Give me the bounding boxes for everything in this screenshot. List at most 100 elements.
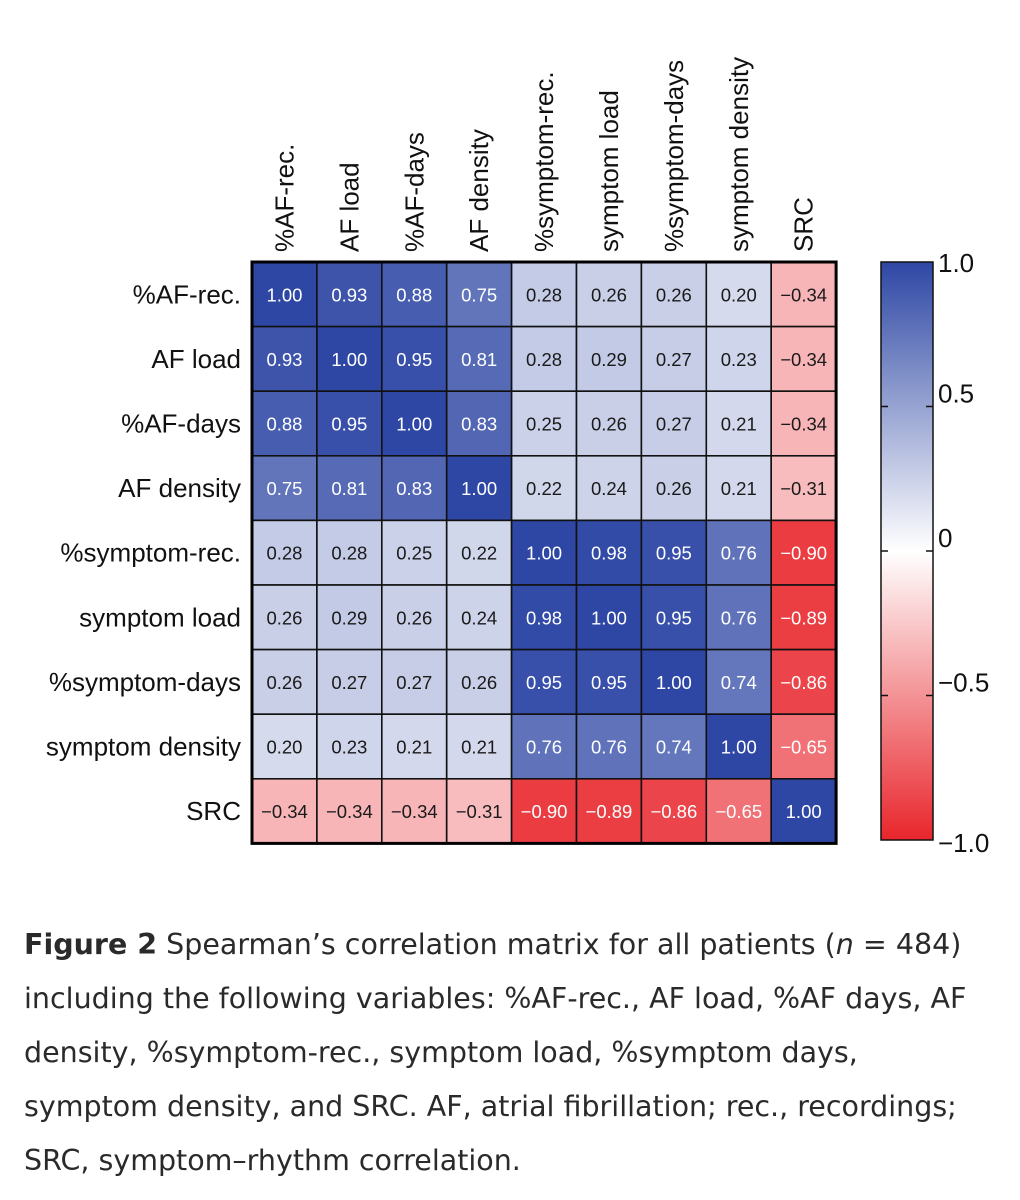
column-label: SRC bbox=[789, 197, 819, 252]
figure-caption: Figure 2 Spearman’s correlation matrix f… bbox=[24, 918, 999, 1188]
cell-value-label: 0.95 bbox=[331, 414, 367, 435]
cell-value-label: 0.25 bbox=[396, 543, 432, 564]
cell-value-label: 0.21 bbox=[721, 478, 757, 499]
cell-value-label: 0.23 bbox=[331, 737, 367, 758]
cell-value-label: 0.81 bbox=[461, 349, 497, 370]
caption-text-before-n: Spearman’s correlation matrix for all pa… bbox=[157, 928, 836, 961]
heatmap-cell bbox=[770, 454, 837, 522]
cell-value-label: 0.29 bbox=[591, 349, 627, 370]
heatmap-cell bbox=[705, 584, 772, 651]
cell-value-label: 0.88 bbox=[396, 284, 432, 305]
cell-value-label: 0.27 bbox=[656, 349, 692, 370]
cell-value-label: 0.20 bbox=[721, 284, 757, 305]
heatmap-cell bbox=[251, 648, 318, 715]
cell-value-label: 0.26 bbox=[656, 284, 692, 305]
heatmap-cell bbox=[510, 777, 578, 845]
cell-value-label: 0.21 bbox=[396, 737, 432, 758]
row-label: %symptom-rec. bbox=[60, 538, 241, 568]
cell-value-label: 1.00 bbox=[721, 737, 757, 758]
row-label: %AF-rec. bbox=[133, 279, 241, 309]
column-label: %AF-rec. bbox=[269, 144, 299, 252]
cell-value-label: 0.83 bbox=[396, 478, 432, 499]
heatmap-cell bbox=[251, 325, 318, 393]
cell-value-label: 0.76 bbox=[526, 737, 562, 758]
cell-value-label: 1.00 bbox=[396, 414, 432, 435]
heatmap-cell bbox=[316, 454, 383, 522]
cell-value-label: 0.93 bbox=[266, 349, 302, 370]
cell-value-label: 0.21 bbox=[461, 737, 497, 758]
heatmap-cell bbox=[640, 713, 708, 780]
colorbar-tick-label: 1.0 bbox=[938, 248, 974, 278]
cell-value-label: −0.86 bbox=[650, 801, 697, 822]
cell-value-label: 0.28 bbox=[266, 543, 302, 564]
cell-value-label: −0.34 bbox=[780, 284, 827, 305]
caption-n-symbol: n bbox=[835, 928, 854, 961]
heatmap-cell bbox=[575, 713, 643, 780]
heatmap-cell bbox=[770, 325, 837, 393]
cell-value-label: 1.00 bbox=[266, 284, 302, 305]
cell-value-label: 0.26 bbox=[591, 284, 627, 305]
heatmap-cell bbox=[445, 519, 513, 586]
heatmap-cells: 1.00 0.93 0.88 0.75 0.28 0.26 0.26 0.20 −0.34 0.9… bbox=[250, 260, 838, 845]
column-label: %AF-days bbox=[399, 132, 429, 252]
cell-value-label: 0.95 bbox=[656, 543, 692, 564]
heatmap-cell bbox=[575, 261, 643, 328]
cell-value-label: 0.29 bbox=[331, 607, 367, 628]
row-label: SRC bbox=[186, 796, 241, 826]
heatmap-cell bbox=[316, 584, 383, 651]
heatmap-cell bbox=[316, 777, 383, 845]
cell-value-label: 1.00 bbox=[461, 478, 497, 499]
column-label: %symptom-days bbox=[659, 60, 689, 252]
cell-value-label: 0.88 bbox=[266, 414, 302, 435]
cell-value-label: 1.00 bbox=[591, 607, 627, 628]
cell-value-label: 1.00 bbox=[656, 672, 692, 693]
heatmap-cell bbox=[770, 584, 837, 651]
heatmap-cell bbox=[251, 777, 318, 845]
cell-value-label: −0.90 bbox=[780, 543, 827, 564]
cell-value-label: 0.76 bbox=[721, 543, 757, 564]
cell-value-label: 1.00 bbox=[526, 543, 562, 564]
cell-value-label: 0.83 bbox=[461, 414, 497, 435]
cell-value-label: 0.26 bbox=[461, 672, 497, 693]
cell-value-label: −0.65 bbox=[780, 737, 827, 758]
heatmap-cell bbox=[316, 648, 383, 715]
cell-value-label: 0.28 bbox=[331, 543, 367, 564]
caption-text-after-n: = 484) including the following variables… bbox=[24, 928, 967, 1177]
cell-value-label: −0.65 bbox=[715, 801, 762, 822]
heatmap-cell bbox=[445, 390, 513, 457]
correlation-heatmap: 1.00 0.93 0.88 0.75 0.28 0.26 0.26 0.20 −0.340.9… bbox=[46, 57, 989, 858]
cell-value-label: 1.00 bbox=[786, 801, 822, 822]
cell-value-label: 0.21 bbox=[721, 414, 757, 435]
cell-value-label: 0.81 bbox=[331, 478, 367, 499]
cell-value-label: −0.89 bbox=[780, 607, 827, 628]
heatmap-cell bbox=[251, 519, 318, 586]
cell-value-label: 1.00 bbox=[331, 349, 367, 370]
cell-value-label: −0.34 bbox=[326, 801, 373, 822]
heatmap-cell bbox=[380, 777, 448, 845]
heatmap-cell bbox=[251, 454, 318, 522]
row-label: symptom load bbox=[79, 602, 241, 632]
heatmap-cell bbox=[251, 713, 318, 780]
cell-value-label: 0.74 bbox=[656, 737, 692, 758]
heatmap-cell bbox=[510, 325, 578, 393]
cell-value-label: 0.24 bbox=[461, 607, 497, 628]
heatmap-cell bbox=[380, 713, 448, 780]
row-label: symptom density bbox=[46, 732, 241, 762]
cell-value-label: 0.24 bbox=[591, 478, 627, 499]
colorbar-gradient bbox=[880, 261, 934, 841]
heatmap-cell bbox=[575, 777, 643, 845]
cell-value-label: 0.26 bbox=[396, 607, 432, 628]
heatmap-cell bbox=[380, 584, 448, 651]
cell-value-label: 0.20 bbox=[266, 737, 302, 758]
heatmap-cell bbox=[770, 390, 837, 457]
cell-value-label: 0.23 bbox=[721, 349, 757, 370]
heatmap-cell bbox=[316, 261, 383, 328]
cell-value-label: 0.26 bbox=[656, 478, 692, 499]
cell-value-label: 0.27 bbox=[656, 414, 692, 435]
heatmap-cell bbox=[380, 325, 448, 393]
heatmap-cell bbox=[640, 648, 708, 715]
heatmap-cell bbox=[251, 584, 318, 651]
cell-value-label: 0.76 bbox=[721, 607, 757, 628]
heatmap-cell bbox=[510, 390, 578, 457]
cell-value-label: 0.22 bbox=[461, 543, 497, 564]
